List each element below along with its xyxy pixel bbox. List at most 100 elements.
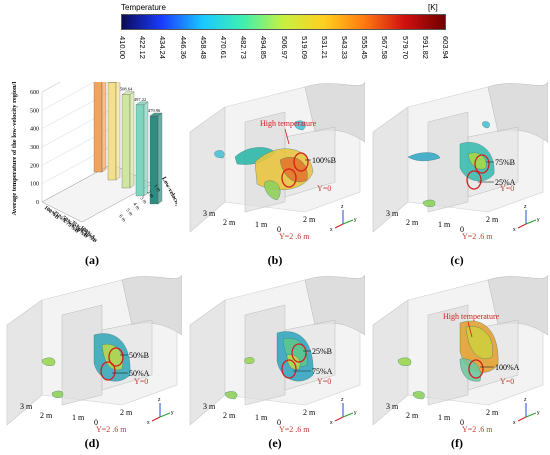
plane-slice — [427, 304, 469, 406]
gridline — [41, 82, 95, 111]
axis-triad-letter: z — [341, 397, 344, 403]
scene-figure: 75%B 25%AY=0 Y=2 .6 m 3 m 2 m 1 m 0 2 m z x y — [372, 82, 548, 241]
axis-tick-label: 1 m — [438, 413, 451, 422]
colorbar-tick-label: 458.48 — [198, 36, 208, 59]
colorbar-tick-label: 434.24 — [158, 36, 168, 59]
colorbar-tick-label: 470.61 — [218, 36, 228, 59]
axis-tick-label: 3 m — [203, 402, 216, 411]
outlet-marker — [466, 170, 482, 190]
axis-triad-letter: x — [147, 420, 150, 426]
panel-label-f: (f) — [451, 436, 463, 450]
colorbar-tick-label: 531.21 — [319, 36, 329, 59]
axis-triad-icon: z x y — [330, 397, 357, 426]
outlet-label: 100%A — [495, 363, 520, 372]
outlet-label: 50%A — [129, 369, 150, 378]
temperature-region — [482, 121, 490, 129]
axis-tick-label: 0 — [94, 418, 98, 427]
depth-tick-label: 5 m — [124, 208, 133, 217]
axis-triad-letter: z — [341, 204, 344, 210]
bar-chart-3d: 0 100 200 300 400 500 600 Average temperature o… — [11, 82, 177, 242]
bar — [107, 82, 121, 181]
axis-tick-label: 3 m — [203, 209, 216, 218]
colorbar-tick-label: 543.33 — [340, 36, 350, 59]
temperature-region — [465, 326, 493, 359]
colorbar-unit: [K] — [428, 3, 438, 12]
panel-d-scene: 50%B 50%A Y=0 Y=2 .6 m 3 m 2 m 1 m 0 2 m z x y — [2, 275, 182, 435]
temperature-region — [467, 152, 487, 170]
outlet-marker — [281, 359, 297, 379]
axis-triad-icon: z x y — [147, 397, 174, 426]
axis-tick-label: 2 m — [406, 411, 419, 420]
bar — [135, 101, 149, 197]
high-temperature-label: High temperature — [260, 119, 317, 128]
y-zero-label: Y=0 — [134, 377, 148, 386]
temperature-region — [244, 357, 255, 364]
outlet-label: 25%B — [312, 347, 332, 356]
colorbar-tick-label: 519.09 — [299, 36, 309, 59]
axis-tick-label: 0 — [277, 418, 281, 427]
y-plane-label: Y=2 .6 m — [279, 425, 310, 434]
axis-triad-letter: y — [537, 410, 540, 416]
scene-figure: 50%B 50%AY=0 Y=2 .6 m 3 m 2 m 1 m 0 2 m z x y — [6, 275, 182, 434]
y-tick-label: 400 — [30, 127, 39, 133]
panel-label-a: (a) — [85, 253, 99, 267]
axis-tick-label: 0 — [277, 225, 281, 234]
y-zero-label: Y=0 — [500, 184, 514, 193]
y-tick-label: 200 — [30, 163, 39, 169]
axis-triad-icon: z x y — [513, 204, 540, 233]
axis-tick-label: 1 m — [255, 413, 268, 422]
bar — [121, 91, 135, 189]
axis-triad-icon: z x y — [513, 397, 540, 426]
temperature-region — [422, 199, 436, 207]
outlet-marker — [291, 343, 307, 363]
y-tick-label: 100 — [30, 182, 39, 188]
temperature-region — [279, 157, 308, 183]
scene-figure: High temperature 100%A Y=0 Y=2 .6 m 3 m 2 m 1 … — [372, 275, 548, 434]
plane-slice — [427, 111, 469, 213]
axis-tick-label: 3 m — [386, 402, 399, 411]
y-tick-label: 0 — [36, 200, 39, 206]
axis-triad-letter: z — [524, 204, 527, 210]
depth-tick-label: 1 m — [152, 184, 161, 193]
axis-tick-label: 1 m — [438, 220, 451, 229]
scene-figure: High temperature 100%B Y=0 Y=2 .6 m 3 m 2 m 1 … — [189, 82, 365, 241]
axis-triad-letter: x — [513, 420, 516, 426]
axis-tick-label: 2 m — [406, 218, 419, 227]
axis-tick-label: 1 m — [255, 220, 268, 229]
axis-tick-label: 2 m — [486, 215, 499, 224]
outlet-marker — [100, 361, 116, 381]
colorbar-tick-label: 494.85 — [259, 36, 269, 59]
temperature-region — [407, 152, 441, 162]
depth-tick-label: 6 m — [117, 214, 126, 223]
outlet-label: 75%A — [312, 367, 333, 376]
y-zero-label: Y=0 — [500, 377, 514, 386]
panel-label-b: (b) — [267, 253, 283, 267]
colorbar-tick-label: 410.00 — [118, 36, 127, 59]
colorbar-tick-label: 446.36 — [178, 36, 188, 59]
axis-tick-label: 0 — [460, 225, 464, 234]
axis-tick-label: 2 m — [486, 408, 499, 417]
leader-line — [284, 128, 290, 145]
outlet-label: 50%B — [129, 351, 149, 360]
axis-tick-label: 2 m — [223, 411, 236, 420]
y-tick-label: 500 — [30, 108, 39, 114]
panel-e-scene: 25%B 75%A Y=0 Y=2 .6 m 3 m 2 m 1 m 0 2 m z x y — [185, 275, 365, 435]
plane-slice — [244, 304, 286, 406]
colorbar-ticks: 410.00 422.12 434.24 446.36 458.48 470.61 482.… — [118, 36, 451, 76]
high-temperature-label: High temperature — [443, 312, 500, 321]
y-plane-label: Y=2 .6 m — [462, 232, 493, 241]
depth-tick-label: 2 m — [145, 190, 154, 199]
axis-tick-label: 0 — [460, 418, 464, 427]
axis-tick-label: 2 m — [40, 411, 53, 420]
temperature-region — [397, 357, 412, 366]
panel-a-chart: 0 100 200 300 400 500 600 Average temperature o… — [2, 82, 177, 242]
panel-label-c: (c) — [450, 253, 464, 267]
plane-slice — [61, 304, 103, 406]
y-tick-label: 600 — [30, 90, 39, 96]
axis-triad-letter: y — [354, 217, 357, 223]
y-zero-label: Y=0 — [317, 184, 331, 193]
axis-triad-letter: x — [330, 420, 333, 426]
temperature-region — [294, 120, 306, 131]
y-plane-label: Y=2 .6 m — [279, 232, 310, 241]
colorbar-tick-label: 422.12 — [138, 36, 148, 59]
